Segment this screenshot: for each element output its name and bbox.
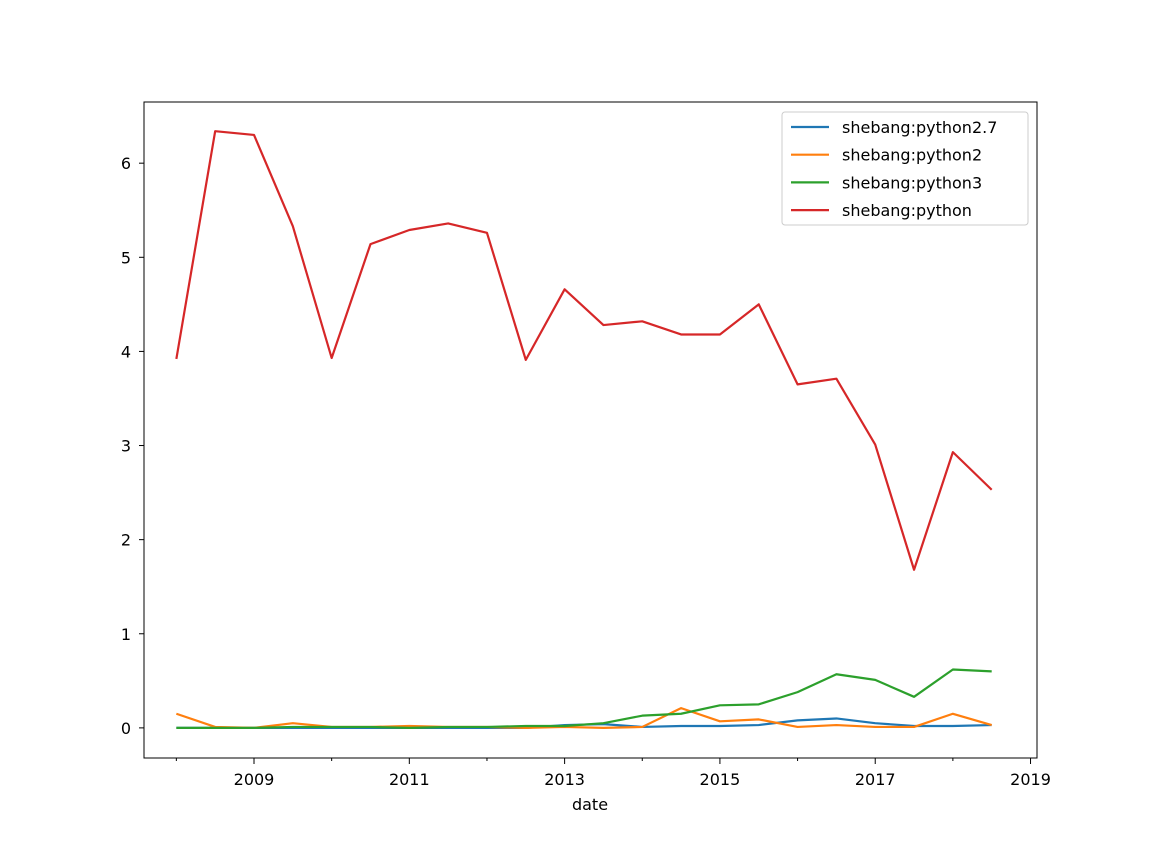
legend-label-2: shebang:python2 bbox=[842, 146, 982, 165]
y-tick-label: 6 bbox=[121, 154, 131, 173]
series-line-3 bbox=[176, 668, 992, 729]
y-axis: 0 1 2 3 4 5 6 bbox=[121, 154, 144, 738]
y-tick-label: 1 bbox=[121, 625, 131, 644]
y-tick-label: 2 bbox=[121, 531, 131, 550]
x-tick-label: 2015 bbox=[700, 770, 741, 789]
series-line-2 bbox=[176, 707, 993, 729]
legend: shebang:python2.7 shebang:python2 shebang:… bbox=[781, 111, 1029, 226]
y-tick-label: 3 bbox=[121, 437, 131, 456]
y-tick-label: 4 bbox=[121, 342, 131, 361]
y-tick-label: 5 bbox=[121, 248, 131, 267]
x-tick-label: 2011 bbox=[389, 770, 430, 789]
plot-frame bbox=[143, 101, 1038, 759]
legend-box bbox=[781, 111, 1029, 226]
plot-lines bbox=[175, 130, 993, 729]
x-tick-label: 2017 bbox=[855, 770, 896, 789]
legend-label-3: shebang:python3 bbox=[842, 173, 982, 192]
y-tick-label: 0 bbox=[121, 719, 131, 738]
x-tick-label: 2009 bbox=[234, 770, 275, 789]
x-tick-label: 2013 bbox=[544, 770, 585, 789]
legend-label-4: shebang:python bbox=[842, 201, 972, 220]
series-line-4 bbox=[175, 130, 993, 571]
x-axis-label: date bbox=[572, 795, 608, 814]
x-tick-label: 2019 bbox=[1010, 770, 1051, 789]
legend-label-1: shebang:python2.7 bbox=[842, 118, 997, 137]
x-axis: 2009 2011 2013 2015 2017 2019 bbox=[175, 758, 1051, 789]
